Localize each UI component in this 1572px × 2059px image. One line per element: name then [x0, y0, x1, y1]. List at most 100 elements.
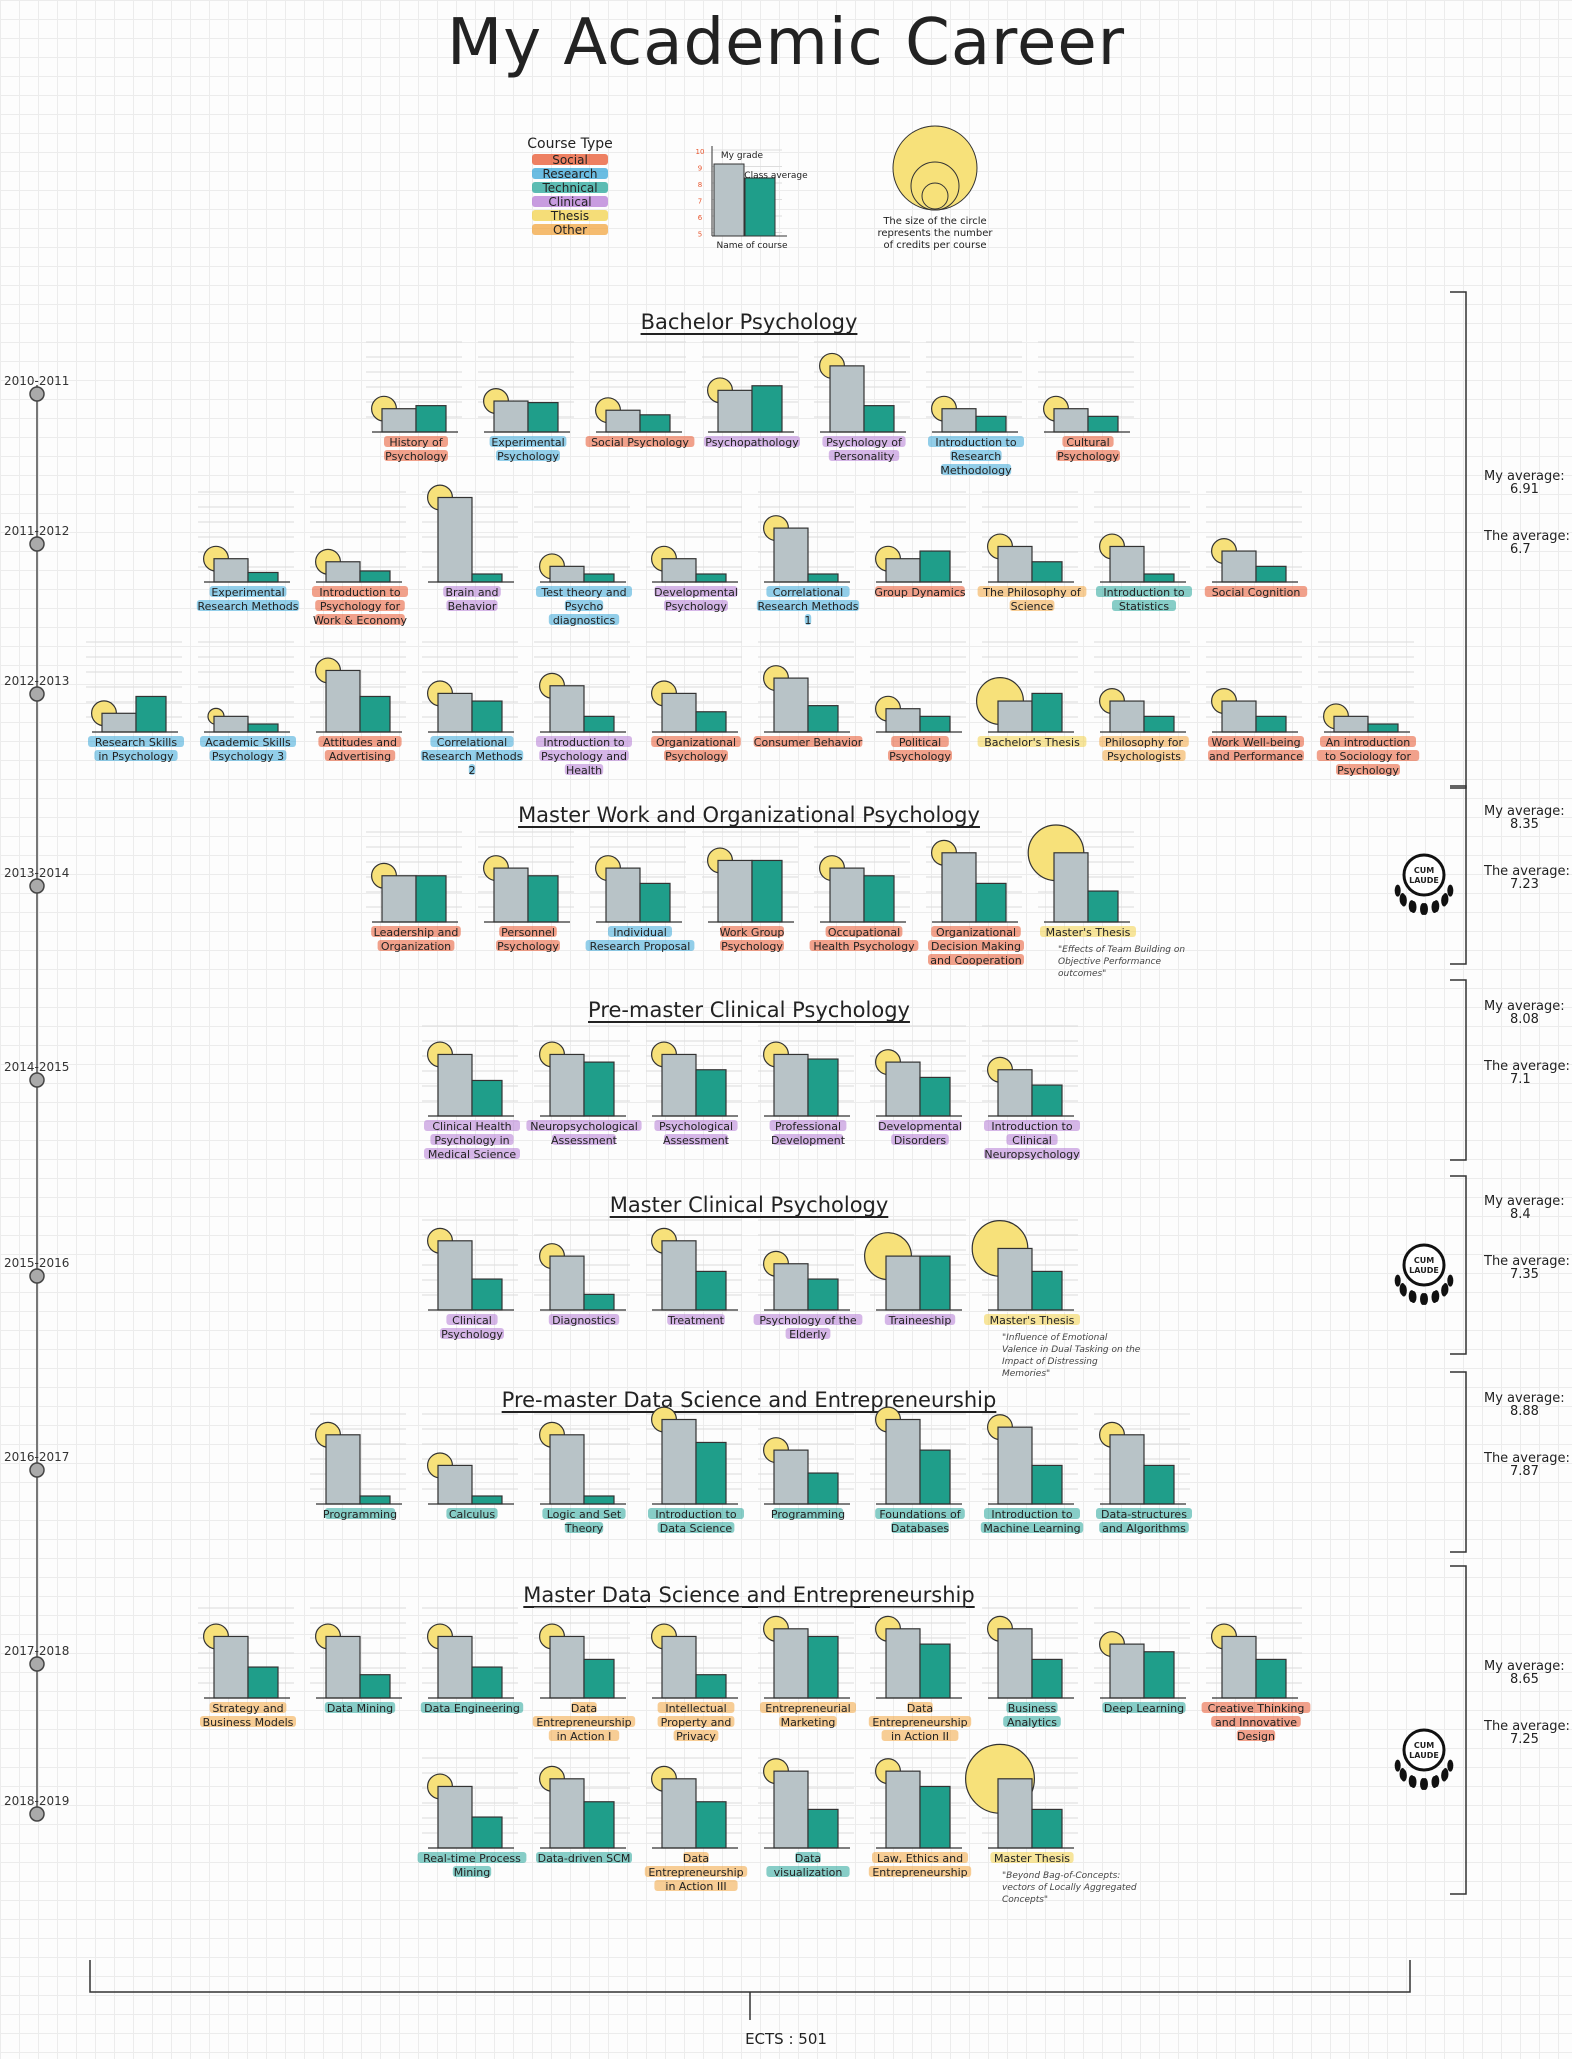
legend-axis-tick: 6 — [698, 214, 703, 222]
my-grade-bar — [773, 527, 809, 583]
program-averages: My average: 8.08 The average: 7.1 — [1484, 1000, 1570, 1086]
my-grade-bar — [213, 558, 249, 583]
timeline-node — [29, 1462, 45, 1478]
class-average-bar — [751, 385, 783, 433]
course-name: Psychology of the — [759, 1314, 857, 1327]
course-type-highlight — [809, 940, 919, 951]
course-type-highlight — [1316, 750, 1420, 761]
class-average-bar — [1143, 1651, 1175, 1699]
class-average-bar — [807, 1058, 839, 1117]
course-name: Analytics — [1007, 1716, 1057, 1729]
my-grade-bar — [829, 867, 865, 923]
course-name: and Cooperation — [930, 954, 1021, 967]
my-grade-bar — [885, 1628, 921, 1699]
my-grade-bar — [1109, 1643, 1145, 1699]
course-type-highlight — [200, 1716, 296, 1727]
my-average-value: 6.91 — [1510, 482, 1539, 497]
course-type-highlight — [931, 926, 1021, 937]
course-name: Deep Learning — [1104, 1702, 1184, 1715]
course-type-highlight — [536, 736, 632, 747]
legend-circle-small — [921, 182, 949, 210]
course-name: Methodology — [940, 464, 1012, 477]
class-average-bar — [1031, 692, 1063, 733]
course-type-highlight — [1204, 586, 1308, 597]
laurel-leaf — [1420, 1777, 1427, 1790]
course-type-highlight — [664, 600, 728, 611]
my-grade-bar — [1109, 700, 1145, 733]
course-type-highlight — [468, 764, 476, 775]
course-name: Psychology in — [434, 1134, 509, 1147]
course-name: Programming — [323, 1508, 397, 1521]
my-grade-bar — [773, 1770, 809, 1849]
class-average-bar — [1031, 1464, 1063, 1505]
class-average-bar — [695, 711, 727, 733]
my-grade-bar — [381, 408, 417, 433]
legend-type-thesis: Thesis — [550, 209, 589, 223]
course-name: Psychology — [441, 1328, 503, 1341]
course-name: Psychology — [665, 750, 727, 763]
program-averages: My average: 8.88 The average: 7.87 — [1484, 1392, 1570, 1478]
course-name: Cultural — [1066, 436, 1109, 449]
course-name: Organization — [381, 940, 451, 953]
class-average-bar — [1367, 723, 1399, 733]
my-grade-bar — [1221, 550, 1257, 583]
course-name: Data-driven SCM — [538, 1852, 631, 1865]
my-grade-bar — [437, 692, 473, 733]
course-type-highlight — [585, 940, 695, 951]
cum-laude-text: CUM — [1414, 1256, 1434, 1265]
course-type-highlight — [526, 1120, 642, 1131]
class-average-bar — [247, 723, 279, 733]
course-type-highlight — [907, 1702, 933, 1713]
course-type-highlight — [753, 1314, 863, 1325]
course-type-highlight — [430, 1134, 514, 1145]
course-name: Advertising — [329, 750, 391, 763]
course-name: Real-time Process — [423, 1852, 521, 1865]
my-grade-bar — [773, 677, 809, 733]
course-type-highlight — [720, 940, 784, 951]
class-average-bar — [527, 401, 559, 433]
laurel-leaf — [1408, 1290, 1415, 1303]
course-name: Political — [899, 736, 941, 749]
course-name: Machine Learning — [983, 1522, 1080, 1535]
my-grade-bar — [1109, 545, 1145, 583]
class-average-bar — [583, 715, 615, 733]
course-type-highlight — [315, 614, 405, 625]
laurel-leaf — [1399, 892, 1406, 905]
course-type-highlight — [664, 1134, 728, 1145]
thesis-note: Memories" — [1002, 1369, 1050, 1379]
course-name: Experimental — [211, 586, 284, 599]
course-name: Academic Skills — [205, 736, 291, 749]
the-average-value: 7.25 — [1510, 1732, 1539, 1747]
my-grade-bar — [325, 561, 361, 583]
laurel-leaf — [1408, 900, 1415, 913]
course-type-highlight — [1211, 1716, 1301, 1727]
class-average-bar — [359, 1495, 391, 1505]
course-type-highlight — [984, 1148, 1080, 1159]
course-name: Diagnostics — [552, 1314, 616, 1327]
cum-laude-ring — [1402, 1243, 1446, 1287]
thesis-note: vectors of Locally Aggregated — [1002, 1883, 1137, 1893]
course-type-highlight — [552, 1134, 616, 1145]
course-type-highlight — [499, 926, 557, 937]
course-type-highlight — [720, 926, 784, 937]
legend-my-grade-label: My grade — [721, 151, 764, 161]
thesis-note: "Effects of Team Building on — [1058, 945, 1185, 955]
class-average-bar — [359, 1674, 391, 1699]
course-name: Master Thesis — [994, 1852, 1070, 1865]
course-type-highlight — [1096, 586, 1192, 597]
course-name: Group Dynamics — [874, 586, 965, 599]
course-type-highlight — [571, 1702, 597, 1713]
course-type-highlight — [585, 436, 695, 447]
course-type-highlight — [753, 736, 863, 747]
